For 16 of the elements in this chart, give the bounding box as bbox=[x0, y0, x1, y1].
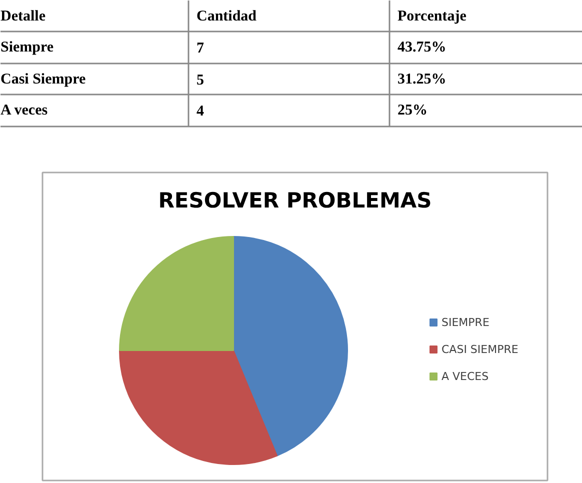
legend-label: SIEMPRE bbox=[442, 316, 490, 329]
text: 5 bbox=[196, 72, 204, 88]
text: 7 bbox=[196, 40, 204, 56]
legend-label: A VECES bbox=[442, 370, 489, 383]
text: Casi Siempre bbox=[0, 72, 86, 88]
text: 4 bbox=[196, 104, 204, 120]
chart-title: RESOLVER PROBLEMAS bbox=[158, 188, 432, 212]
text: Cantidad bbox=[196, 8, 258, 24]
text: A veces bbox=[0, 102, 48, 118]
text: 43.75% bbox=[398, 40, 446, 56]
text: Siempre bbox=[0, 40, 54, 56]
text: Detalle bbox=[0, 8, 46, 24]
text: 31.25% bbox=[398, 72, 446, 88]
text: 25% bbox=[398, 102, 428, 118]
text: Porcentaje bbox=[398, 8, 467, 24]
legend-label: CASI SIEMPRE bbox=[442, 343, 518, 356]
